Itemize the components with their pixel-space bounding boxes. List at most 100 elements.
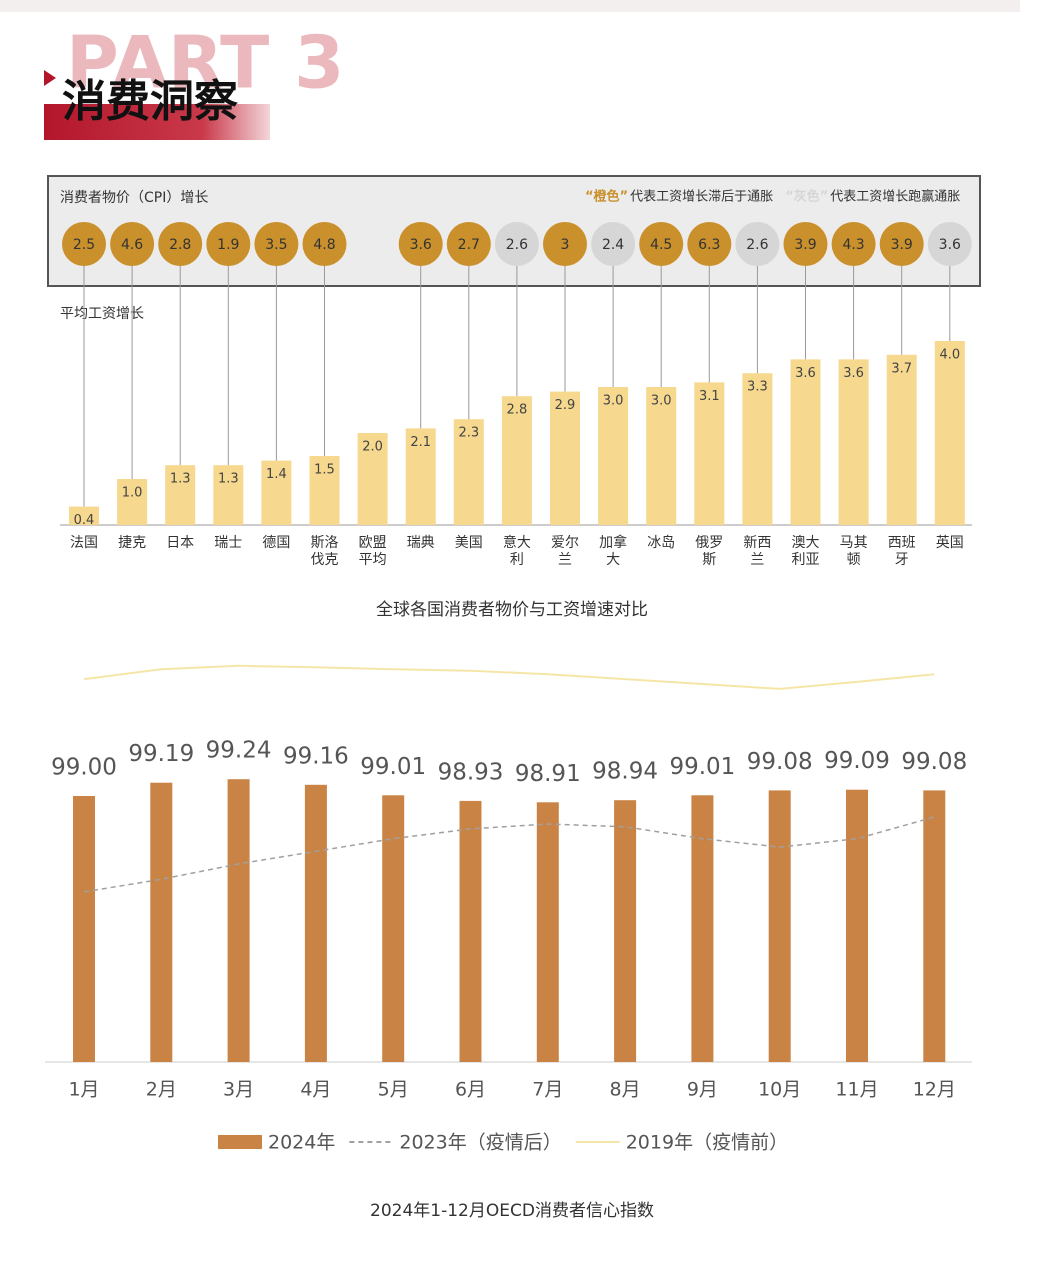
bar bbox=[768, 790, 791, 1062]
cpi-value: 4.8 bbox=[313, 237, 335, 253]
bar-value: 99.09 bbox=[824, 748, 890, 774]
wage-bar bbox=[117, 479, 148, 525]
top-strip bbox=[0, 0, 1020, 12]
wage-bar bbox=[405, 428, 436, 525]
bar-value: 99.00 bbox=[51, 755, 117, 781]
bar-value: 98.94 bbox=[592, 759, 658, 785]
wage-value: 3.7 bbox=[891, 361, 912, 376]
wage-value: 3.3 bbox=[747, 380, 768, 395]
wage-value: 1.5 bbox=[314, 463, 335, 478]
x-tick-label: 意大利 bbox=[502, 535, 531, 568]
bar bbox=[614, 800, 637, 1062]
cpi-circle bbox=[783, 222, 828, 266]
cpi-value: 2.4 bbox=[602, 237, 624, 253]
cpi-circle bbox=[398, 222, 443, 266]
x-tick-label: 冰岛 bbox=[647, 535, 676, 551]
x-tick-label: 4月 bbox=[300, 1079, 331, 1101]
cpi-circle bbox=[879, 222, 924, 266]
line bbox=[83, 816, 935, 893]
x-tick-label: 5月 bbox=[378, 1079, 409, 1101]
x-tick-label: 1月 bbox=[68, 1079, 99, 1101]
bar-value: 98.93 bbox=[438, 759, 504, 785]
wage-bar bbox=[453, 419, 484, 525]
cpi-circle bbox=[62, 222, 106, 266]
cpi-label: 消费者物价（CPI）增长 bbox=[60, 190, 208, 206]
x-tick-label: 西班牙 bbox=[887, 535, 916, 568]
bar-value: 99.19 bbox=[128, 741, 194, 767]
bar-value: 99.08 bbox=[901, 749, 967, 775]
bar-value: 99.01 bbox=[669, 754, 735, 780]
cpi-value: 3.6 bbox=[410, 237, 432, 253]
cpi-circle bbox=[302, 222, 347, 266]
cpi-value: 1.9 bbox=[217, 237, 239, 253]
x-tick-label: 俄罗斯 bbox=[695, 535, 724, 568]
wage-bar bbox=[69, 506, 99, 525]
chart-caption: 全球各国消费者物价与工资增速对比 bbox=[376, 600, 648, 620]
wage-value: 3.0 bbox=[651, 394, 672, 409]
wage-value: 1.0 bbox=[122, 486, 143, 501]
wage-value: 3.6 bbox=[795, 366, 816, 381]
wage-value: 2.9 bbox=[555, 398, 576, 413]
bar bbox=[304, 784, 327, 1062]
wage-bar bbox=[213, 465, 244, 525]
wage-value: 1.4 bbox=[266, 467, 287, 482]
x-tick-label: 10月 bbox=[758, 1079, 801, 1101]
cpi-value: 2.6 bbox=[506, 237, 528, 253]
x-tick-label: 美国 bbox=[454, 535, 483, 551]
bar-value: 98.91 bbox=[515, 761, 581, 787]
wage-value: 3.1 bbox=[699, 389, 720, 404]
wage-value: 1.3 bbox=[218, 472, 239, 487]
wage-bar bbox=[261, 460, 292, 525]
title-arrow bbox=[44, 70, 56, 86]
wage-bar bbox=[165, 465, 196, 525]
bar-value: 99.01 bbox=[360, 754, 426, 780]
cpi-value: 4.6 bbox=[121, 237, 143, 253]
note-text: 代表工资增长跑赢通胀 bbox=[830, 189, 960, 205]
cpi-value: 2.7 bbox=[458, 237, 480, 253]
cpi-circle bbox=[206, 222, 251, 266]
cpi-box bbox=[47, 175, 981, 287]
x-tick-label: 欧盟平均 bbox=[358, 535, 387, 568]
bar-value: 99.16 bbox=[283, 743, 349, 769]
bar bbox=[691, 795, 714, 1062]
x-tick-label: 新西兰 bbox=[743, 535, 772, 568]
cpi-value: 2.6 bbox=[746, 237, 768, 253]
section-title: 消费洞察 bbox=[62, 76, 238, 127]
cpi-circle bbox=[927, 222, 972, 266]
x-tick-label: 捷克 bbox=[118, 535, 147, 551]
wage-bar bbox=[646, 387, 677, 525]
x-tick-label: 法国 bbox=[70, 535, 98, 551]
note-highlight: “灰色” bbox=[785, 189, 828, 205]
cpi-value: 3 bbox=[561, 237, 570, 253]
wage-value: 3.0 bbox=[603, 394, 624, 409]
x-tick-label: 6月 bbox=[455, 1079, 486, 1101]
cpi-circle bbox=[158, 222, 203, 266]
cpi-value: 3.9 bbox=[794, 237, 816, 253]
wage-label: 平均工资增长 bbox=[60, 306, 144, 322]
cpi-value: 3.6 bbox=[939, 237, 961, 253]
x-tick-label: 12月 bbox=[913, 1079, 956, 1101]
legend-label: 2024年 bbox=[268, 1132, 335, 1154]
title-band bbox=[44, 104, 270, 140]
note-highlight: “橙色” bbox=[585, 189, 628, 205]
x-tick-label: 德国 bbox=[262, 535, 291, 551]
x-tick-label: 瑞士 bbox=[214, 535, 243, 551]
legend-swatch bbox=[218, 1135, 262, 1149]
wage-bar bbox=[357, 433, 388, 525]
bar bbox=[382, 795, 405, 1062]
wage-value: 1.3 bbox=[170, 472, 191, 487]
x-tick-label: 英国 bbox=[935, 535, 964, 551]
bar-value: 99.24 bbox=[206, 738, 272, 764]
x-tick-label: 斯洛伐克 bbox=[310, 535, 339, 568]
wage-bar bbox=[838, 359, 869, 525]
wage-value: 2.3 bbox=[458, 426, 479, 441]
cpi-value: 2.5 bbox=[73, 237, 95, 253]
cpi-circle bbox=[494, 222, 539, 266]
wage-value: 4.0 bbox=[939, 348, 960, 363]
cpi-value: 4.5 bbox=[650, 237, 672, 253]
legend-label: 2023年（疫情后） bbox=[399, 1132, 561, 1154]
cpi-circle bbox=[254, 222, 299, 266]
bar bbox=[150, 782, 173, 1062]
